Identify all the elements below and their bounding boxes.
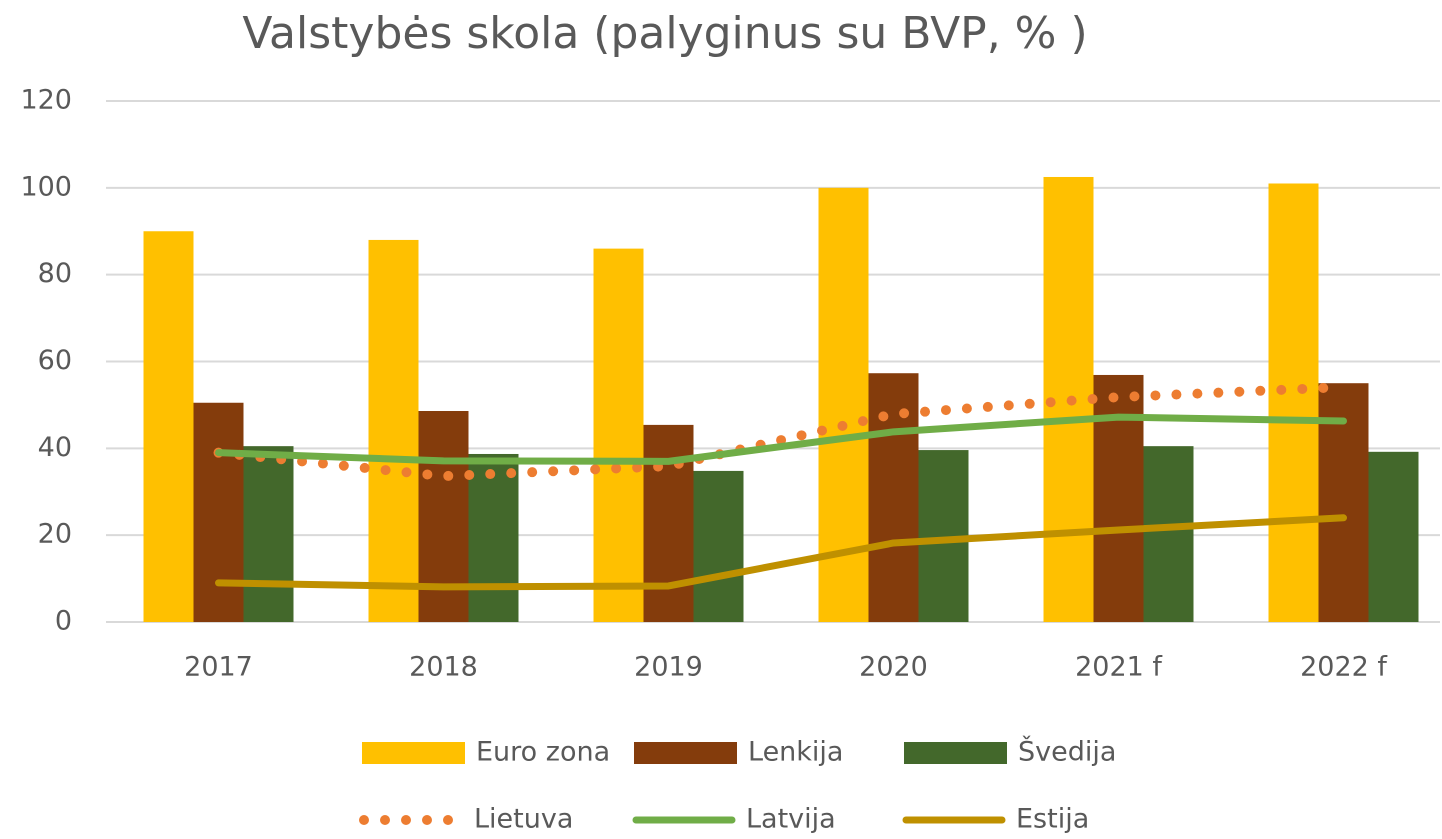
- legend-label: Euro zona: [476, 737, 610, 768]
- y-tick-label: 20: [38, 519, 72, 550]
- bar: [1268, 183, 1319, 622]
- bar: [143, 231, 194, 622]
- bar: [693, 470, 744, 622]
- bar: [1093, 374, 1144, 622]
- chart-title: Valstybės skola (palyginus su BVP, % ): [242, 8, 1087, 59]
- bar: [468, 453, 519, 622]
- y-tick-label: 120: [20, 85, 72, 116]
- x-tick-label: 2017: [184, 652, 253, 683]
- x-tick-label: 2019: [634, 652, 703, 683]
- legend-label: Estija: [1016, 804, 1089, 835]
- bar: [418, 410, 469, 622]
- legend-swatch: [634, 742, 737, 764]
- x-tick-label: 2021 f: [1075, 652, 1163, 683]
- legend-label: Lietuva: [474, 804, 573, 835]
- legend-label: Latvija: [746, 804, 836, 835]
- bar: [243, 446, 294, 622]
- legend-swatch: [904, 742, 1007, 764]
- bar: [593, 248, 644, 622]
- bar: [643, 424, 694, 622]
- line: [215, 514, 1347, 591]
- bar: [1368, 451, 1419, 622]
- line: [213, 382, 1349, 482]
- legend-swatch: [362, 742, 465, 764]
- y-tick-label: 60: [38, 345, 72, 376]
- bar: [193, 402, 244, 622]
- bar: [1143, 446, 1194, 622]
- bar: [868, 373, 919, 622]
- x-tick-label: 2022 f: [1300, 652, 1388, 683]
- line: [215, 413, 1347, 465]
- bar: [368, 239, 419, 622]
- y-tick-label: 40: [38, 432, 72, 463]
- y-tick-label: 80: [38, 258, 72, 289]
- y-tick-label: 100: [20, 171, 72, 202]
- legend-label: Švedija: [1018, 736, 1116, 768]
- x-tick-label: 2020: [859, 652, 928, 683]
- legend-label: Lenkija: [748, 737, 843, 768]
- x-tick-label: 2018: [409, 652, 478, 683]
- y-tick-label: 0: [55, 606, 72, 637]
